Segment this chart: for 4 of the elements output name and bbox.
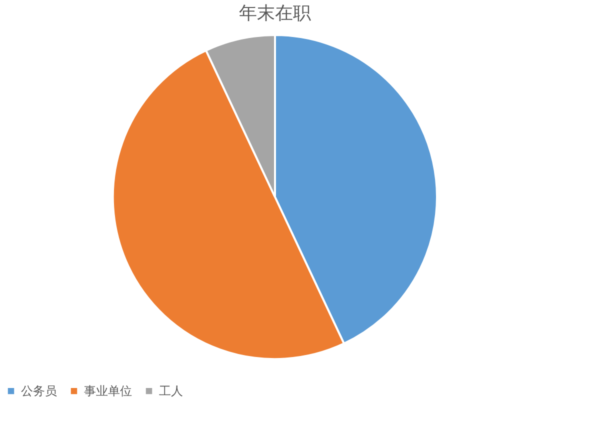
legend-label: 事业单位 bbox=[84, 384, 132, 398]
legend-label: 工人 bbox=[159, 384, 183, 398]
legend-label: 公务员 bbox=[21, 384, 57, 398]
chart-title: 年末在职 bbox=[239, 3, 311, 24]
